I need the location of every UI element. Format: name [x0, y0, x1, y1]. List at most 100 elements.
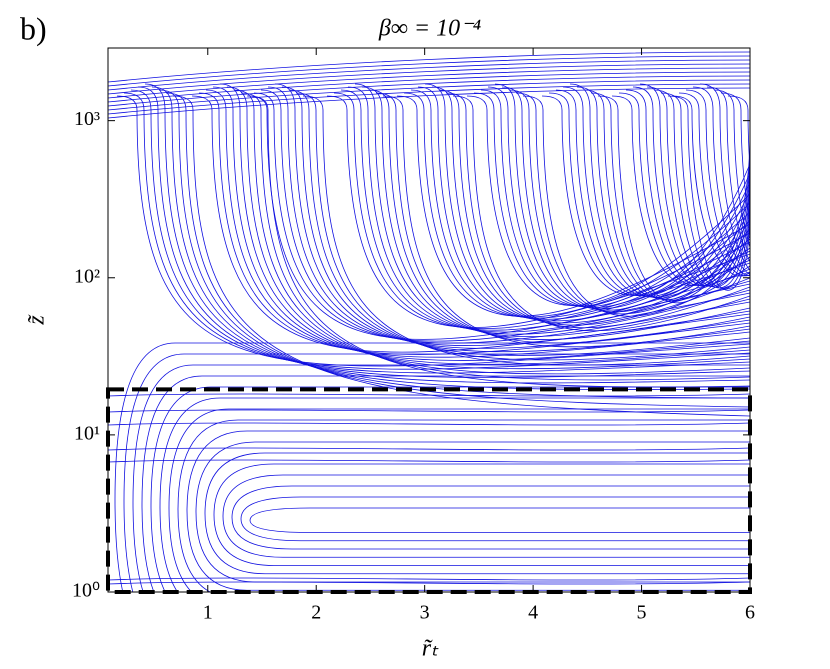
contour — [240, 496, 750, 542]
contour — [653, 89, 750, 289]
contour — [108, 55, 750, 87]
contour — [108, 447, 750, 451]
x-tick-label: 5 — [637, 602, 647, 624]
contour — [108, 459, 750, 463]
contour — [108, 51, 750, 83]
contour — [108, 75, 750, 107]
contour — [195, 441, 750, 583]
contour — [281, 86, 750, 353]
contour — [727, 95, 750, 178]
contour — [699, 83, 750, 271]
contour — [569, 83, 750, 298]
contour — [212, 86, 750, 361]
x-tick-label: 6 — [745, 602, 755, 624]
contour — [205, 89, 750, 358]
contour — [274, 83, 750, 349]
contour — [501, 86, 750, 311]
contour — [108, 422, 750, 426]
contour — [541, 95, 750, 296]
contour — [108, 409, 750, 413]
contour — [108, 59, 750, 91]
contour — [226, 86, 750, 370]
contour — [347, 86, 750, 333]
contour — [219, 83, 750, 365]
contour — [720, 92, 750, 224]
contour — [667, 95, 750, 291]
contour — [452, 95, 750, 332]
highlight-box — [106, 387, 752, 594]
contour — [233, 89, 750, 375]
contour — [108, 87, 750, 119]
contour — [494, 83, 750, 310]
contour — [417, 86, 750, 320]
y-tick-label: 10³ — [74, 108, 100, 130]
contour — [403, 92, 750, 318]
contour — [639, 83, 750, 287]
contour — [473, 92, 750, 307]
contour — [295, 92, 750, 361]
contour — [508, 89, 750, 313]
contour — [204, 452, 750, 575]
contour — [108, 79, 750, 111]
contour — [267, 86, 750, 346]
contour — [260, 89, 750, 344]
contour — [108, 581, 750, 585]
contour — [692, 86, 750, 275]
contour — [706, 86, 750, 263]
plot-frame — [107, 47, 751, 593]
contour — [678, 92, 750, 277]
contour — [191, 95, 750, 353]
contour — [144, 83, 750, 384]
contour — [114, 342, 750, 592]
contour — [354, 83, 750, 335]
contour — [172, 95, 750, 417]
y-axis-label: z̃ — [24, 314, 50, 326]
contour — [368, 89, 750, 340]
contour — [177, 419, 750, 592]
contour — [165, 92, 750, 408]
contour — [198, 92, 750, 355]
contour — [396, 95, 750, 317]
contour — [108, 63, 750, 95]
contour — [515, 92, 750, 315]
contour-lines — [108, 51, 750, 592]
contour — [240, 92, 750, 381]
contour — [326, 95, 750, 328]
contour — [713, 89, 750, 249]
contour — [158, 89, 750, 399]
y-tick-label: 10¹ — [74, 422, 100, 444]
contour — [168, 408, 750, 592]
contour — [186, 430, 750, 591]
contour — [555, 89, 750, 297]
contour — [480, 89, 750, 308]
contour — [141, 375, 750, 592]
contour — [438, 89, 750, 326]
x-tick-label: 2 — [311, 602, 321, 624]
contour — [222, 474, 750, 558]
contour — [247, 95, 750, 388]
contour — [466, 95, 750, 306]
contour — [410, 89, 750, 319]
contour — [340, 89, 750, 331]
contour — [685, 89, 750, 277]
contour — [445, 92, 750, 329]
contour — [213, 463, 750, 566]
x-axis-label: r̃ₜ — [422, 636, 439, 662]
contour — [137, 86, 750, 378]
contour — [382, 95, 750, 348]
contour — [646, 86, 750, 288]
contour — [288, 89, 750, 356]
contour — [611, 95, 750, 286]
contour — [618, 92, 750, 286]
contour — [375, 92, 750, 344]
contour — [130, 89, 750, 374]
contour — [108, 393, 750, 397]
contour — [108, 577, 750, 581]
contour — [671, 95, 750, 277]
contour — [302, 95, 750, 366]
contour — [632, 86, 750, 287]
contour — [123, 353, 750, 592]
contour — [522, 95, 750, 317]
contour — [231, 485, 750, 550]
